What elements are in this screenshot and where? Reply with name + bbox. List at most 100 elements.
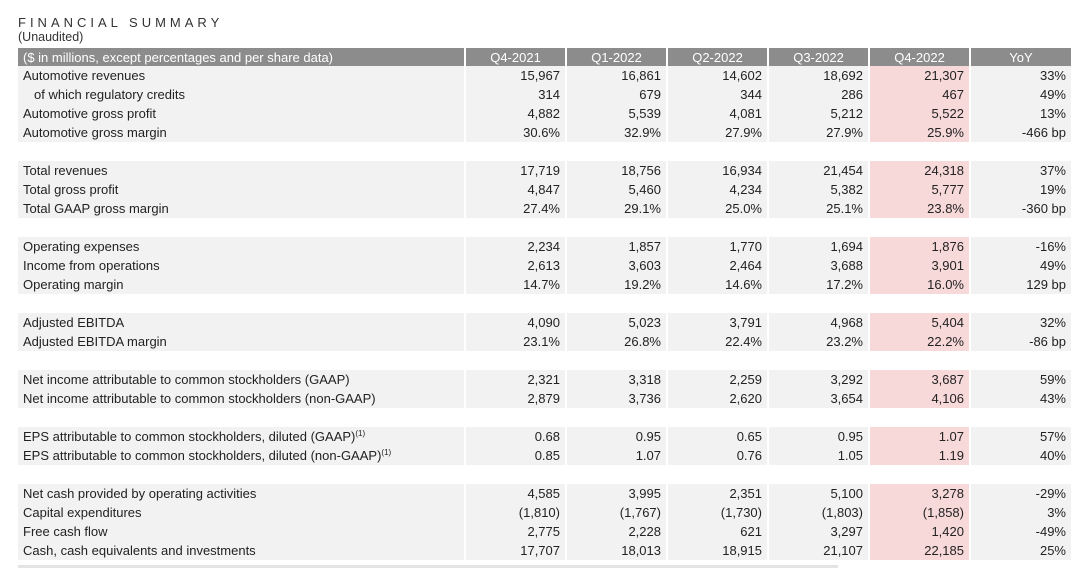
value-cell: 0.76: [667, 446, 769, 465]
value-cell: 4,234: [667, 180, 769, 199]
row-label-text: Cash, cash equivalents and investments: [23, 543, 256, 558]
value-cell: 5,100: [768, 484, 870, 503]
value-cell: 14.6%: [667, 275, 769, 294]
header-col-q3-2022: Q3-2022: [768, 48, 870, 66]
yoy-cell: 59%: [970, 370, 1071, 389]
value-cell: 2,321: [465, 370, 567, 389]
row-label-text: Automotive gross profit: [23, 106, 156, 121]
table-row: Automotive revenues 15,967 16,861 14,602 18,…: [18, 66, 1071, 85]
yoy-cell: -466 bp: [970, 123, 1071, 142]
table-row: EPS attributable to common stockholders,…: [18, 427, 1071, 446]
value-cell: 2,228: [566, 522, 668, 541]
row-label-text: Total revenues: [23, 163, 108, 178]
group-spacer: [18, 218, 1071, 237]
yoy-cell: -49%: [970, 522, 1071, 541]
value-cell: 5,777: [869, 180, 971, 199]
row-label: Adjusted EBITDA margin: [18, 332, 466, 351]
yoy-cell: 129 bp: [970, 275, 1071, 294]
value-cell: 32.9%: [566, 123, 668, 142]
value-cell: 25.1%: [768, 199, 870, 218]
row-label: Operating expenses: [18, 237, 466, 256]
value-cell: (1,730): [667, 503, 769, 522]
row-label-text: Net cash provided by operating activitie…: [23, 486, 257, 501]
row-label: Income from operations: [18, 256, 466, 275]
row-label: Automotive gross profit: [18, 104, 466, 123]
row-label: Total gross profit: [18, 180, 466, 199]
value-cell: 30.6%: [465, 123, 567, 142]
yoy-cell: 33%: [970, 66, 1071, 85]
table-row: Net income attributable to common stockh…: [18, 389, 1071, 408]
value-cell: 344: [667, 85, 769, 104]
value-cell: 467: [869, 85, 971, 104]
value-cell: 5,382: [768, 180, 870, 199]
value-cell: 3,603: [566, 256, 668, 275]
value-cell: (1,767): [566, 503, 668, 522]
value-cell: 679: [566, 85, 668, 104]
yoy-cell: 49%: [970, 256, 1071, 275]
value-cell: 2,879: [465, 389, 567, 408]
yoy-cell: 3%: [970, 503, 1071, 522]
value-cell: 0.85: [465, 446, 567, 465]
value-cell: 1,876: [869, 237, 971, 256]
value-cell: 27.9%: [768, 123, 870, 142]
value-cell: 18,756: [566, 161, 668, 180]
table-header-row: ($ in millions, except percentages and p…: [18, 48, 1071, 66]
value-cell: 19.2%: [566, 275, 668, 294]
value-cell: 0.68: [465, 427, 567, 446]
row-label: Automotive gross margin: [18, 123, 466, 142]
table-row: Income from operations 2,613 3,603 2,464 3,6…: [18, 256, 1071, 275]
yoy-cell: -86 bp: [970, 332, 1071, 351]
value-cell: 26.8%: [566, 332, 668, 351]
value-cell: 314: [465, 85, 567, 104]
value-cell: 0.95: [566, 427, 668, 446]
value-cell: (1,803): [768, 503, 870, 522]
row-label: EPS attributable to common stockholders,…: [18, 427, 466, 446]
row-label-text: Adjusted EBITDA: [23, 315, 125, 330]
row-label-text: Adjusted EBITDA margin: [23, 334, 167, 349]
value-cell: 621: [667, 522, 769, 541]
value-cell: 5,522: [869, 104, 971, 123]
yoy-cell: 43%: [970, 389, 1071, 408]
value-cell: 5,023: [566, 313, 668, 332]
group-spacer: [18, 142, 1071, 161]
row-label-text: Income from operations: [23, 258, 160, 273]
footnote-marker: (1): [381, 448, 392, 457]
table-row: Cash, cash equivalents and investments 17…: [18, 541, 1071, 560]
yoy-cell: -29%: [970, 484, 1071, 503]
table-row: Adjusted EBITDA 4,090 5,023 3,791 4,968 5,404…: [18, 313, 1071, 332]
table-row: Capital expenditures (1,810) (1,767) (1,730…: [18, 503, 1071, 522]
table-body: Automotive revenues 15,967 16,861 14,602 18,…: [18, 66, 1071, 560]
value-cell: 1,857: [566, 237, 668, 256]
header-col-q4-2021: Q4-2021: [465, 48, 567, 66]
value-cell: 5,404: [869, 313, 971, 332]
yoy-cell: 13%: [970, 104, 1071, 123]
group-spacer: [18, 351, 1071, 370]
value-cell: 17.2%: [768, 275, 870, 294]
value-cell: 1.19: [869, 446, 971, 465]
header-col-yoy: YoY: [970, 48, 1071, 66]
row-label: Operating margin: [18, 275, 466, 294]
row-label: Total revenues: [18, 161, 466, 180]
header-col-q2-2022: Q2-2022: [667, 48, 769, 66]
row-label: of which regulatory credits: [18, 85, 466, 104]
row-label: Net income attributable to common stockh…: [18, 389, 466, 408]
row-label-text: Capital expenditures: [23, 505, 142, 520]
yoy-cell: 57%: [970, 427, 1071, 446]
value-cell: 5,460: [566, 180, 668, 199]
header-label: ($ in millions, except percentages and p…: [18, 48, 466, 66]
row-label-text: Total gross profit: [23, 182, 119, 197]
yoy-cell: 49%: [970, 85, 1071, 104]
table-row: Adjusted EBITDA margin 23.1% 26.8% 22.4% 23.…: [18, 332, 1071, 351]
value-cell: 18,915: [667, 541, 769, 560]
value-cell: 5,539: [566, 104, 668, 123]
financial-summary-table: ($ in millions, except percentages and p…: [18, 48, 1071, 560]
value-cell: 14.7%: [465, 275, 567, 294]
row-label-text: Operating margin: [23, 277, 124, 292]
value-cell: 29.1%: [566, 199, 668, 218]
spacer-cell: [18, 408, 1071, 427]
value-cell: 18,692: [768, 66, 870, 85]
value-cell: 18,013: [566, 541, 668, 560]
value-cell: 23.8%: [869, 199, 971, 218]
yoy-cell: 40%: [970, 446, 1071, 465]
yoy-cell: 25%: [970, 541, 1071, 560]
